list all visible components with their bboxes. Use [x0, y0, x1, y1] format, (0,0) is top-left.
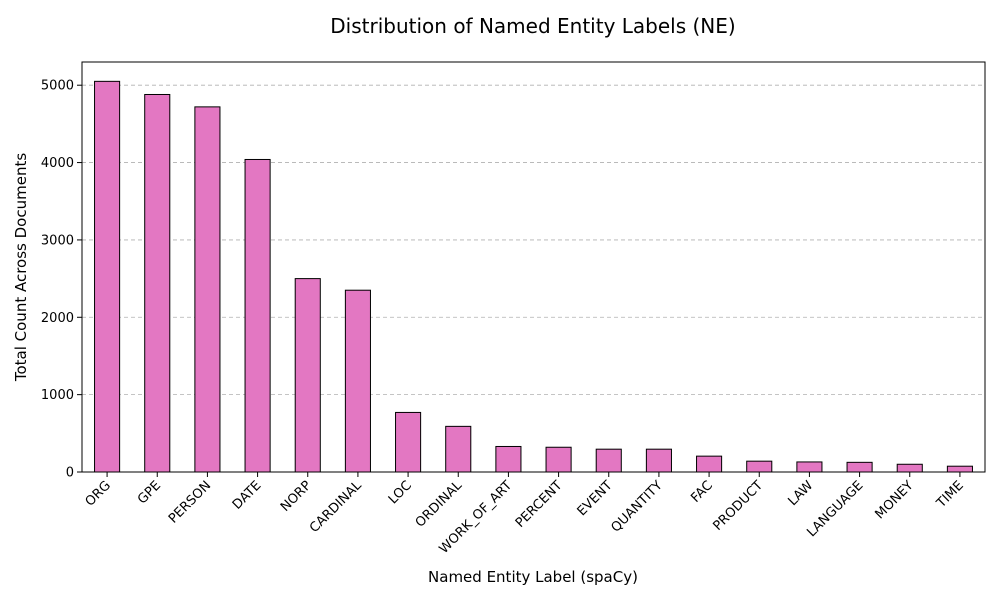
grid-lines — [82, 84, 985, 396]
y-tick-label: 4000 — [41, 156, 74, 171]
y-tick-label: 2000 — [41, 311, 74, 326]
y-tick-label: 3000 — [41, 233, 74, 248]
bar-language — [846, 461, 873, 473]
bar-loc — [395, 411, 422, 473]
bar-norp — [294, 278, 321, 473]
y-tick-label: 1000 — [41, 388, 74, 403]
y-axis: 0 1000 2000 3000 4000 5000 — [41, 79, 82, 481]
plot-frame — [81, 61, 986, 473]
y-tick-label: 5000 — [41, 79, 74, 94]
bar-time — [946, 465, 973, 473]
bar-event — [595, 448, 622, 473]
x-tick-label: GPE — [135, 478, 164, 507]
x-tick-label: ORG — [83, 478, 114, 509]
x-tick-label: EVENT — [575, 478, 616, 519]
x-tick-label: NORP — [278, 478, 315, 515]
bars — [94, 80, 973, 473]
x-tick-label: PERCENT — [513, 478, 566, 531]
x-tick-label: TIME — [933, 478, 966, 511]
x-tick-label: DATE — [230, 478, 265, 513]
bar-date — [244, 158, 271, 473]
x-tick-label: MONEY — [873, 478, 917, 522]
bar-law — [796, 461, 823, 473]
chart-title: Distribution of Named Entity Labels (NE) — [330, 14, 735, 38]
bar-cardinal — [344, 289, 371, 473]
x-tick-label: LOC — [386, 478, 415, 507]
x-tick-label: PRODUCT — [710, 478, 766, 534]
bar-gpe — [144, 93, 171, 473]
bar-work-of-art — [495, 445, 522, 473]
bar-money — [896, 463, 923, 473]
y-axis-label: Total Count Across Documents — [12, 153, 30, 382]
x-tick-label: FAC — [688, 478, 716, 506]
bar-percent — [545, 446, 572, 473]
x-tick-label: ORDINAL — [413, 478, 466, 531]
bar-quantity — [645, 448, 672, 473]
bar-product — [746, 460, 773, 473]
x-tick-label: PERSON — [166, 478, 214, 526]
x-tick-label: LAW — [785, 478, 816, 509]
bar-person — [194, 106, 221, 473]
bar-fac — [696, 455, 723, 473]
x-axis-label: Named Entity Label (spaCy) — [428, 568, 638, 586]
y-tick-label: 0 — [66, 466, 74, 481]
x-tick-label: CARDINAL — [307, 478, 365, 536]
bar-ordinal — [445, 425, 472, 473]
x-tick-label: QUANTITY — [608, 478, 665, 535]
bar-org — [94, 80, 121, 473]
